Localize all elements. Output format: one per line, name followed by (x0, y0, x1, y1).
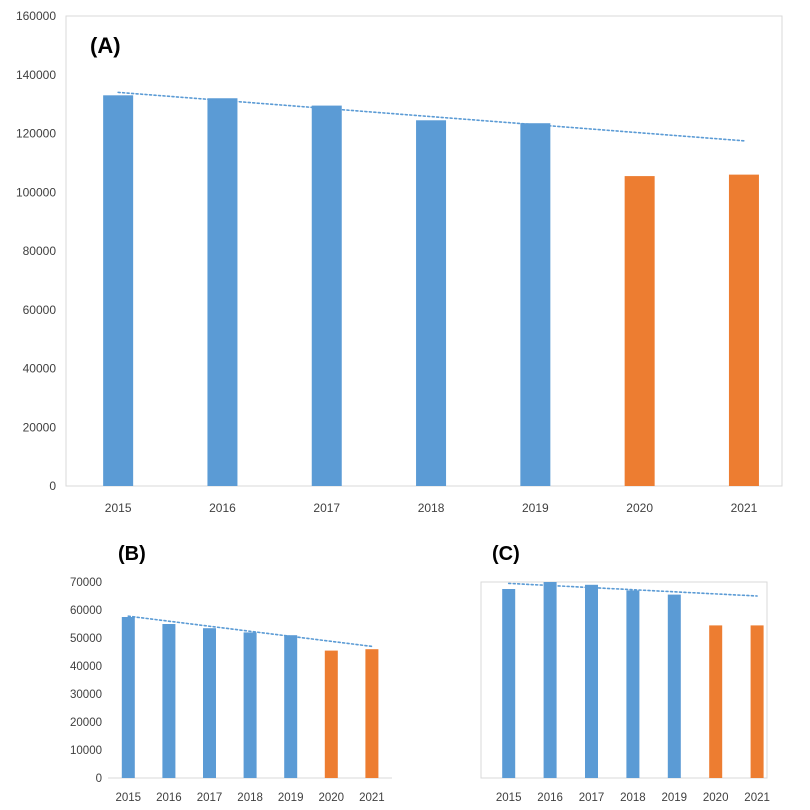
y-tick-label: 120000 (16, 127, 56, 141)
y-tick-label: 0 (96, 773, 102, 785)
chart-panel-c: 2015 2016 2017 2018 2019 2020 2021 (C) (480, 543, 770, 804)
chart-frame (480, 581, 768, 779)
bar-c-2019 (667, 594, 681, 778)
bar-b-2020 (324, 650, 338, 778)
x-tick-label: 2020 (703, 792, 729, 804)
x-tick-label: 2015 (496, 792, 522, 804)
bar-a-2020 (624, 176, 655, 486)
y-tick-label: 60000 (23, 303, 57, 317)
x-tick-label: 2018 (418, 501, 445, 515)
x-tick-label: 2021 (359, 792, 385, 804)
bar-a-2021 (728, 174, 759, 486)
trend-line-b (127, 615, 373, 648)
x-tick-label: 2017 (197, 792, 223, 804)
y-tick-label: 100000 (16, 185, 56, 199)
bar-a-2018 (416, 120, 447, 486)
x-tick-label: 2017 (579, 792, 605, 804)
x-tick-label: 2019 (522, 501, 549, 515)
x-tick-label: 2016 (537, 792, 563, 804)
x-tick-label: 2017 (313, 501, 340, 515)
panel-label-c: (C) (492, 543, 520, 565)
y-tick-label: 40000 (70, 661, 102, 673)
x-tick-label: 2020 (319, 792, 345, 804)
bar-b-2015 (121, 617, 135, 778)
bar-b-2021 (365, 649, 379, 778)
y-tick-label: 70000 (70, 577, 102, 589)
bar-c-2021 (750, 625, 764, 778)
x-tick-label: 2015 (116, 792, 142, 804)
bar-b-2016 (162, 624, 176, 778)
bar-a-2017 (311, 105, 342, 486)
y-tick-label: 160000 (16, 9, 56, 23)
y-tick-label: 40000 (23, 362, 57, 376)
bar-c-2018 (626, 590, 640, 778)
y-tick-label: 140000 (16, 68, 56, 82)
bar-c-2020 (709, 625, 723, 778)
panel-label-a: (A) (90, 33, 121, 58)
bar-c-2016 (543, 582, 557, 778)
y-tick-label: 20000 (70, 717, 102, 729)
y-tick-label: 80000 (23, 244, 57, 258)
y-tick-label: 10000 (70, 745, 102, 757)
x-tick-label: 2019 (278, 792, 304, 804)
chart-panel-a: 0 20000 40000 60000 80000 100000 120000 140000 1… (16, 9, 783, 515)
y-tick-label: 20000 (23, 420, 57, 434)
x-tick-label: 2018 (620, 792, 646, 804)
trend-line-a (117, 91, 745, 142)
bar-b-2017 (203, 628, 216, 778)
x-tick-label: 2019 (662, 792, 688, 804)
x-tick-label: 2015 (105, 501, 132, 515)
bar-a-2015 (103, 95, 134, 486)
chart-panel-b: 0 10000 20000 30000 40000 50000 60000 70000 2015… (70, 543, 392, 804)
bar-c-2017 (585, 584, 598, 778)
x-tick-label: 2020 (626, 501, 653, 515)
x-tick-label: 2016 (156, 792, 182, 804)
bar-b-2018 (243, 632, 257, 778)
x-tick-label: 2018 (237, 792, 263, 804)
y-tick-label: 0 (49, 479, 56, 493)
bar-b-2019 (284, 635, 298, 778)
x-tick-label: 2021 (731, 501, 758, 515)
y-tick-label: 60000 (70, 605, 102, 617)
trend-line-c (507, 582, 758, 597)
x-tick-label: 2021 (744, 792, 770, 804)
panel-label-b: (B) (118, 543, 146, 565)
bar-a-2019 (520, 123, 551, 486)
bar-a-2016 (207, 98, 238, 486)
y-tick-label: 50000 (70, 633, 102, 645)
bar-c-2015 (502, 589, 516, 778)
y-tick-label: 30000 (70, 689, 102, 701)
x-tick-label: 2016 (209, 501, 236, 515)
